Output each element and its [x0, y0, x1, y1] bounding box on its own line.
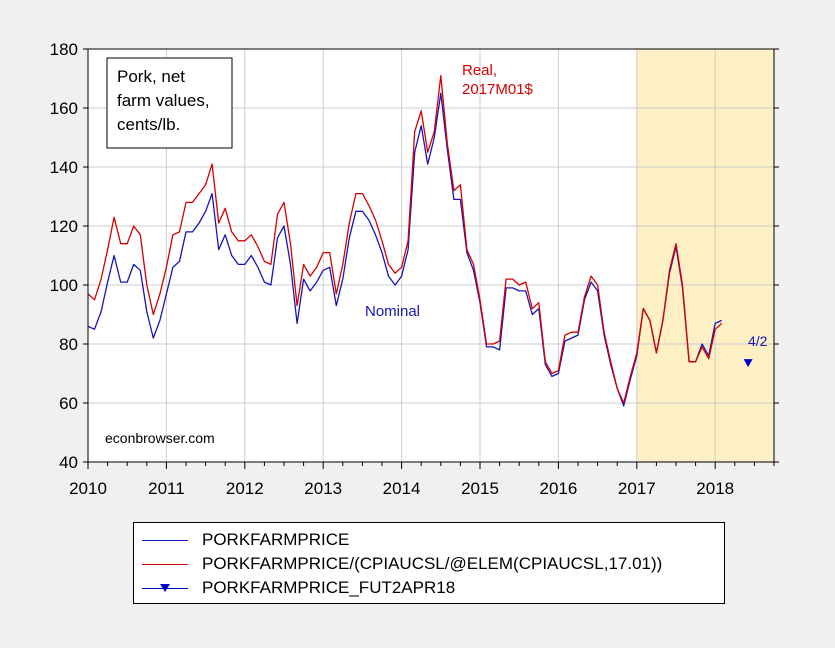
futures-label: 4/2 [748, 333, 768, 349]
nominal-label: Nominal [365, 303, 420, 320]
y-axis: 40 60 80 100 120 140 160 180 [50, 40, 779, 472]
x-tick-label: 2011 [148, 479, 185, 498]
x-tick-label: 2017 [618, 479, 656, 498]
legend-label: PORKFARMPRICE/(CPIAUCSL/@ELEM(CPIAUCSL,1… [202, 554, 663, 573]
real-label-line-2: 2017M01$ [462, 81, 534, 98]
x-tick-label: 2013 [304, 479, 342, 498]
series-lines [87, 74, 723, 407]
annotation-line-3: cents/lb. [117, 115, 180, 134]
legend-label: PORKFARMPRICE_FUT2APR18 [202, 578, 456, 597]
y-tick-label: 80 [59, 335, 78, 354]
x-tick-label: 2015 [461, 479, 499, 498]
annotation-line-1: Pork, net [117, 67, 185, 86]
annotation-line-2: farm values, [117, 91, 210, 110]
real-label-line-1: Real, [462, 62, 497, 79]
x-tick-label: 2016 [539, 479, 577, 498]
y-tick-label: 100 [50, 276, 78, 295]
x-tick-label: 2012 [226, 479, 264, 498]
annotation-box [106, 57, 233, 149]
legend-item-futures: PORKFARMPRICE_FUT2APR18 [142, 577, 455, 599]
legend-swatch-futures [142, 583, 188, 592]
y-tick-label: 120 [50, 217, 78, 236]
y-tick-label: 160 [50, 99, 78, 118]
x-axis: 2010 2011 2012 2013 2014 2015 2016 2017 2018 [69, 462, 775, 498]
legend-item-nominal: PORKFARMPRICE [142, 529, 349, 551]
shaded-region [636, 49, 774, 462]
legend-swatch-nominal [142, 539, 188, 541]
real-series-line [87, 74, 723, 404]
source-label: econbrowser.com [105, 430, 215, 446]
y-tick-label: 60 [59, 394, 78, 413]
x-tick-label: 2010 [69, 479, 107, 498]
legend-item-real: PORKFARMPRICE/(CPIAUCSL/@ELEM(CPIAUCSL,1… [142, 553, 662, 575]
x-tick-label: 2018 [696, 479, 734, 498]
legend-label: PORKFARMPRICE [202, 530, 350, 549]
x-tick-label: 2014 [383, 479, 421, 498]
y-tick-label: 140 [50, 158, 78, 177]
y-tick-label: 40 [59, 453, 78, 472]
futures-marker [743, 359, 753, 368]
gridlines [88, 49, 774, 462]
legend-swatch-real [142, 563, 188, 565]
y-tick-label: 180 [50, 40, 78, 59]
plot-frame [87, 48, 775, 463]
triangle-down-icon [160, 583, 170, 592]
futures-markers [743, 359, 753, 368]
legend: PORKFARMPRICE PORKFARMPRICE/(CPIAUCSL/@E… [133, 522, 725, 604]
